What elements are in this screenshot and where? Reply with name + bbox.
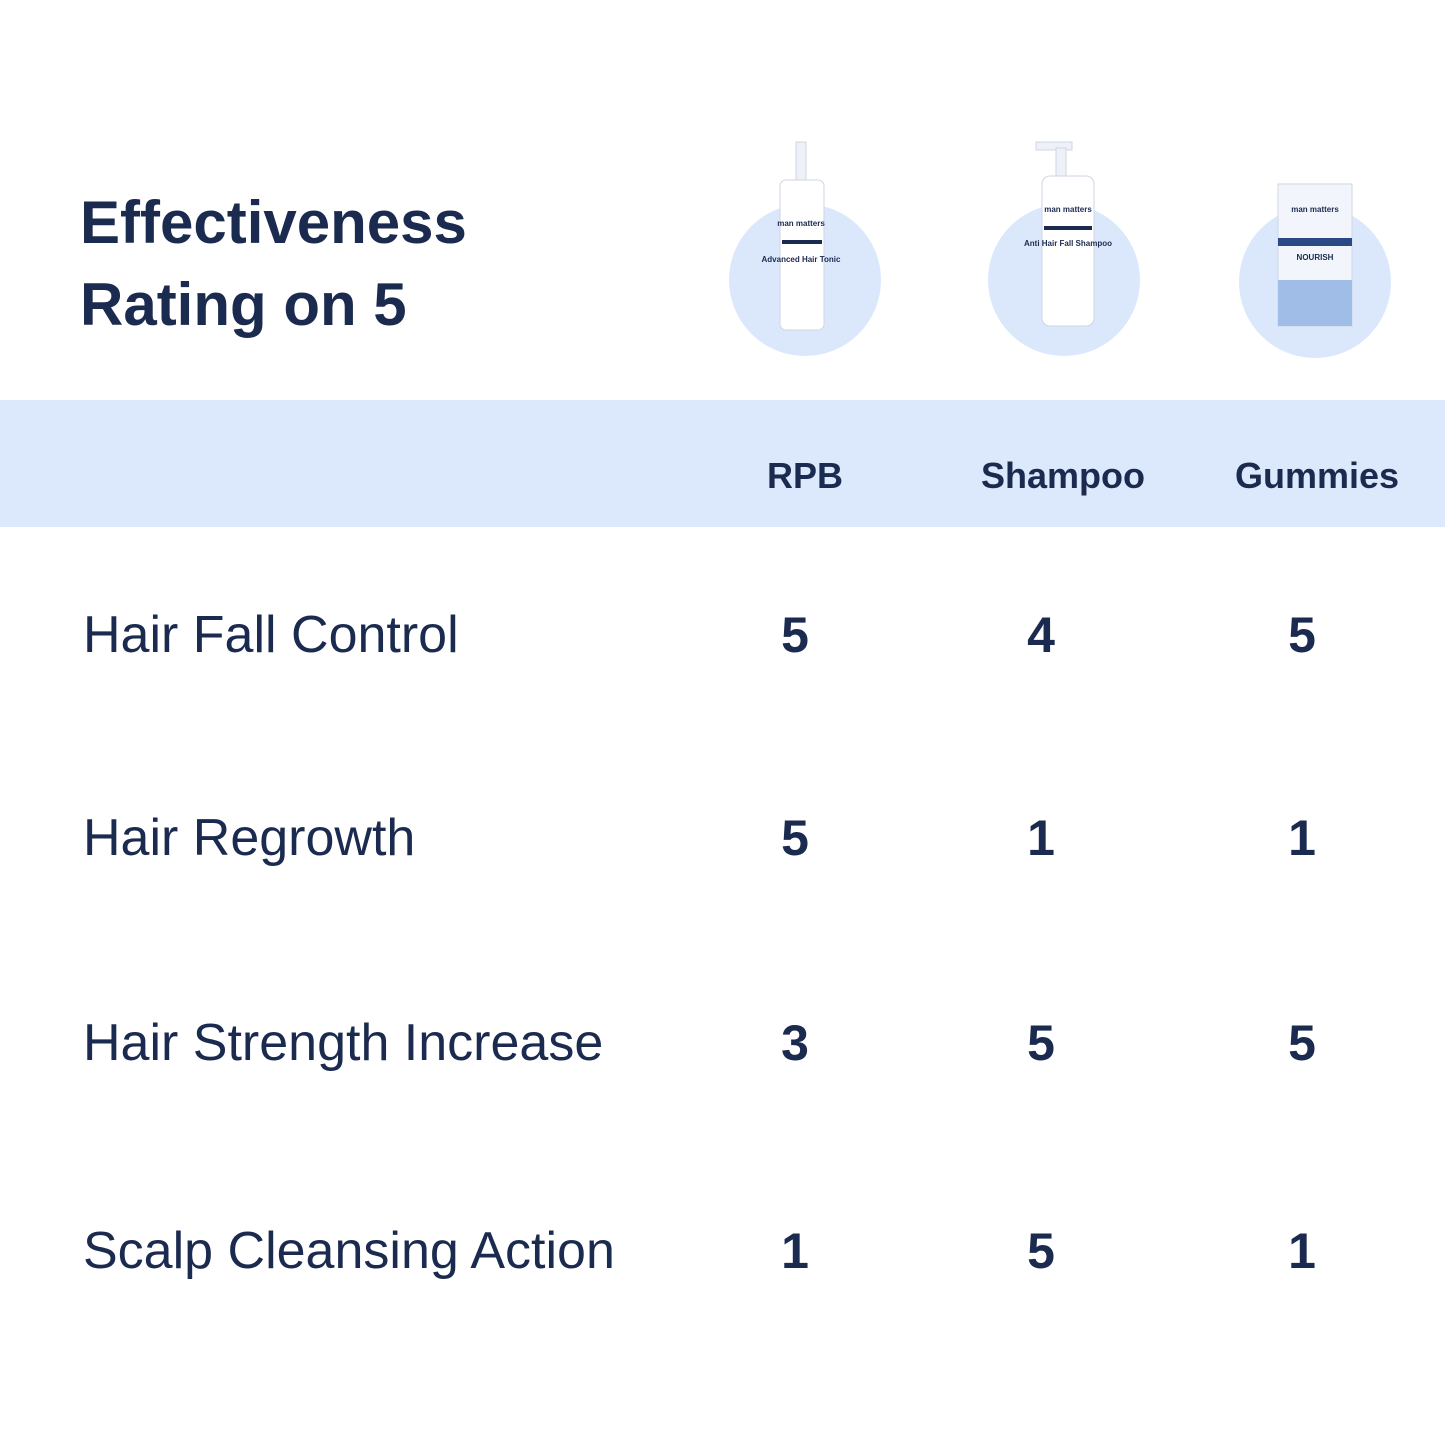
column-header: Gummies bbox=[1235, 455, 1399, 496]
rating: 5 bbox=[1027, 1223, 1055, 1279]
rating: 1 bbox=[1288, 810, 1316, 866]
product-brand: man matters bbox=[1291, 205, 1339, 214]
rating: 1 bbox=[1288, 1223, 1316, 1279]
row-label: Scalp Cleansing Action bbox=[83, 1222, 615, 1280]
rating: 4 bbox=[1027, 607, 1055, 663]
rating: 5 bbox=[1027, 1015, 1055, 1071]
product-image bbox=[1035, 141, 1095, 327]
product-brand: man matters bbox=[1044, 205, 1092, 214]
product-image bbox=[1277, 183, 1353, 327]
header-band bbox=[0, 400, 1445, 527]
product-name: Anti Hair Fall Shampoo bbox=[1024, 239, 1112, 248]
rating: 5 bbox=[781, 607, 809, 663]
product-image bbox=[779, 141, 825, 331]
product-brand: man matters bbox=[777, 219, 825, 228]
row-label: Hair Fall Control bbox=[83, 606, 459, 664]
rating: 5 bbox=[1288, 607, 1316, 663]
row-label: Hair Regrowth bbox=[83, 809, 415, 867]
rating: 5 bbox=[781, 810, 809, 866]
rating: 3 bbox=[781, 1015, 809, 1071]
product-name: NOURISH bbox=[1297, 253, 1334, 262]
row-label: Hair Strength Increase bbox=[83, 1014, 603, 1072]
rating: 1 bbox=[1027, 810, 1055, 866]
title: Rating on 5 bbox=[80, 271, 407, 338]
product-name: Advanced Hair Tonic bbox=[762, 255, 842, 264]
rating: 5 bbox=[1288, 1015, 1316, 1071]
column-header: RPB bbox=[767, 455, 843, 496]
column-header: Shampoo bbox=[981, 455, 1145, 496]
title: Effectiveness bbox=[80, 189, 467, 256]
rating: 1 bbox=[781, 1223, 809, 1279]
